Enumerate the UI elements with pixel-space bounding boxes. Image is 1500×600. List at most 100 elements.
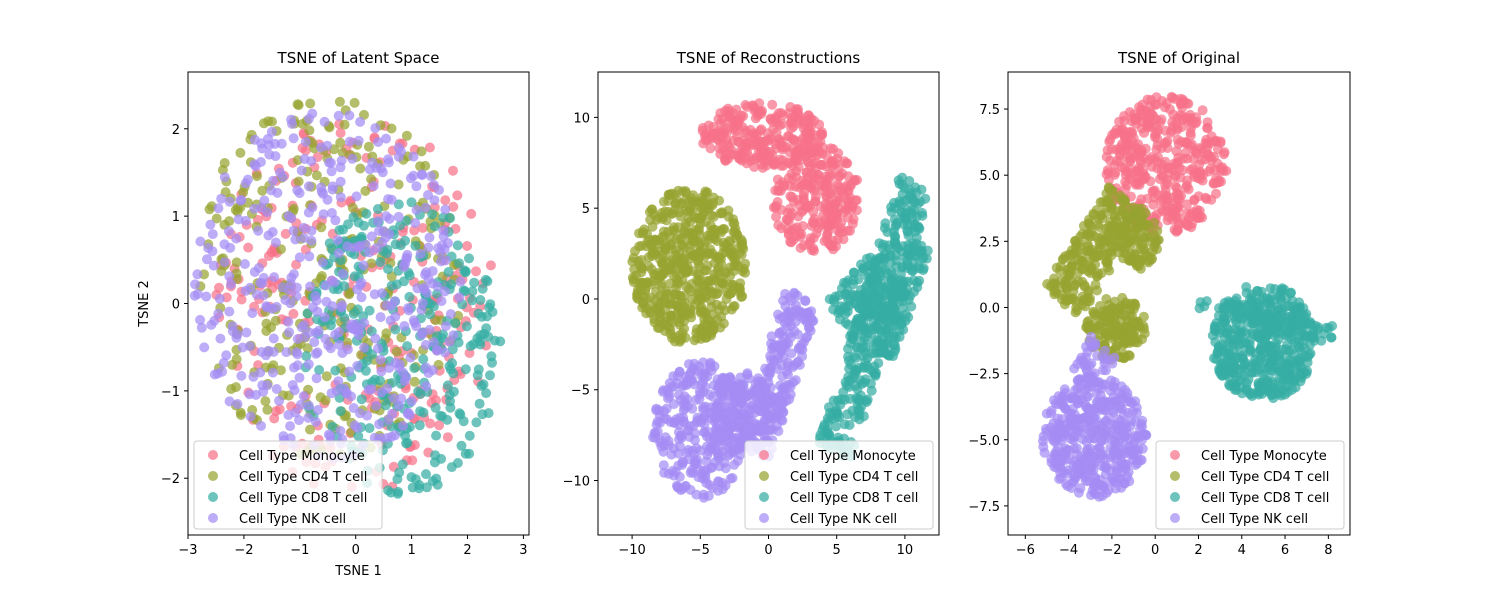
scatter-point [1082, 317, 1093, 328]
scatter-point [737, 266, 748, 277]
scatter-point [791, 172, 802, 182]
scatter-point [304, 181, 314, 192]
scatter-point [1123, 255, 1134, 266]
scatter-point [375, 312, 386, 323]
x-tick-label: 0 [764, 543, 772, 558]
scatter-point [399, 375, 410, 386]
scatter-point [486, 351, 497, 362]
scatter-point [336, 302, 347, 313]
scatter-point [845, 179, 856, 190]
scatter-point [205, 219, 216, 230]
scatter-point [656, 269, 667, 280]
scatter-point [722, 139, 733, 150]
scatter-point [443, 267, 454, 277]
scatter-point [1176, 98, 1187, 109]
scatter-point [779, 318, 790, 328]
scatter-point [415, 406, 426, 417]
x-tick-label: 5 [833, 543, 841, 558]
scatter-point [793, 344, 804, 355]
scatter-point [729, 117, 740, 128]
scatter-point [706, 301, 717, 312]
scatter-point [288, 308, 299, 319]
scatter-point [861, 298, 872, 309]
scatter-point [841, 204, 852, 215]
scatter-point [739, 388, 750, 399]
scatter-point [1094, 330, 1105, 341]
scatter-point [300, 145, 311, 156]
scatter-point [1080, 301, 1091, 312]
scatter-point [436, 453, 447, 464]
scatter-point [199, 342, 210, 353]
scatter-point [1083, 285, 1094, 296]
scatter-point [324, 157, 335, 168]
scatter-point [447, 344, 458, 355]
scatter-point [1172, 134, 1183, 145]
scatter-point [699, 368, 710, 379]
scatter-point [360, 239, 371, 250]
scatter-point [849, 267, 860, 278]
scatter-point [471, 417, 482, 428]
scatter-point [227, 326, 238, 337]
scatter-point [337, 147, 348, 158]
scatter-point [704, 389, 715, 400]
scatter-point [723, 416, 734, 427]
scatter-point [306, 235, 317, 246]
scatter-point [364, 247, 375, 258]
scatter-point [408, 151, 419, 162]
scatter-point [306, 225, 317, 236]
scatter-point [1103, 182, 1114, 193]
scatter-point [380, 400, 391, 411]
scatter-point [257, 143, 268, 154]
scatter-point [414, 420, 425, 431]
scatter-point [247, 308, 258, 318]
scatter-point [916, 184, 927, 195]
scatter-point [326, 166, 337, 177]
scatter-point [908, 275, 919, 286]
scatter-point [723, 111, 734, 122]
scatter-point [1226, 329, 1237, 340]
scatter-point [677, 328, 688, 339]
scatter-point [906, 301, 917, 312]
legend-label: Cell Type Monocyte [239, 449, 365, 464]
scatter-point [383, 154, 394, 165]
scatter-point [705, 357, 716, 368]
scatter-point [401, 130, 412, 141]
scatter-point [1124, 211, 1134, 222]
scatter-point [1147, 253, 1158, 264]
scatter-point [294, 252, 305, 263]
x-tick-label: −2 [234, 543, 253, 558]
scatter-point [1197, 105, 1208, 116]
scatter-point [335, 425, 346, 436]
scatter-point [1101, 151, 1112, 162]
scatter-point [738, 111, 749, 122]
scatter-point [1095, 301, 1105, 311]
scatter-point [1151, 144, 1162, 155]
scatter-point [468, 339, 479, 350]
scatter-point [823, 205, 834, 216]
scatter-point [495, 336, 506, 347]
scatter-point [192, 269, 203, 280]
scatter-point [637, 263, 648, 274]
scatter-point [368, 181, 379, 191]
scatter-point [393, 211, 404, 222]
scatter-point [679, 297, 690, 308]
scatter-point [1240, 337, 1251, 348]
scatter-point [267, 116, 277, 127]
scatter-point [296, 322, 307, 333]
scatter-point [341, 387, 352, 398]
scatter-point [286, 272, 297, 283]
scatter-point [390, 430, 400, 441]
scatter-point [369, 432, 380, 443]
scatter-point [1181, 137, 1192, 148]
scatter-point [242, 174, 253, 185]
scatter-point [425, 309, 435, 320]
scatter-point [268, 346, 279, 357]
scatter-point [423, 190, 433, 200]
scatter-point [911, 251, 922, 262]
scatter-point [255, 157, 266, 167]
legend-marker [759, 513, 769, 523]
scatter-point [778, 110, 789, 121]
scatter-point [824, 408, 835, 418]
scatter-point [487, 307, 498, 317]
scatter-point [477, 283, 488, 294]
